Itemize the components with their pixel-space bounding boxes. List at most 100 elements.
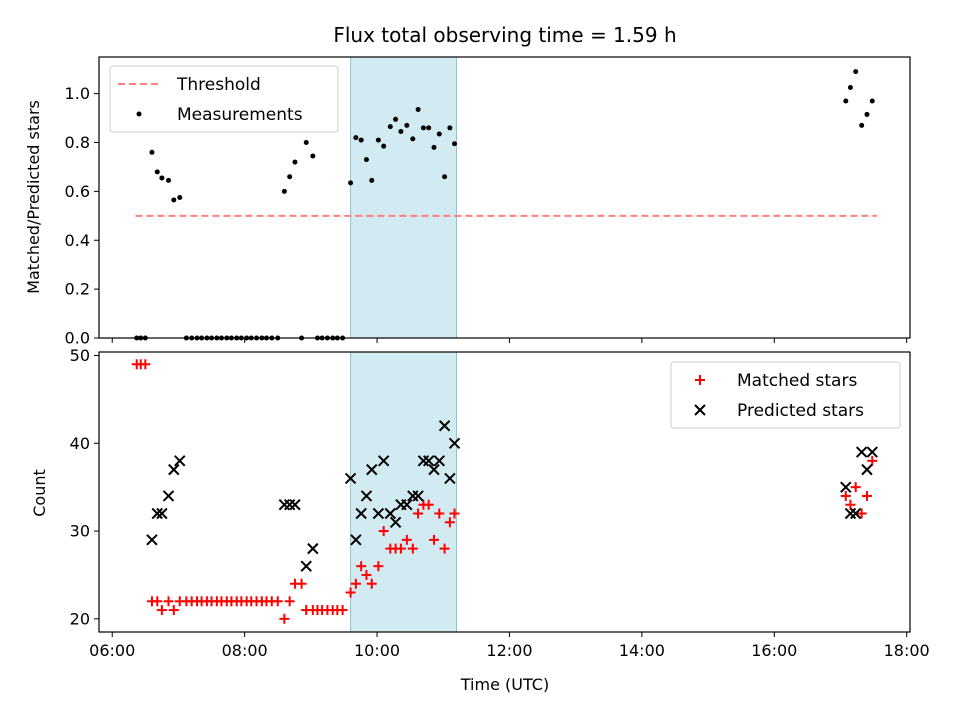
top-x-ticks <box>111 338 908 343</box>
predicted-star-point <box>307 542 319 555</box>
predicted-marker-b <box>448 437 461 449</box>
top-y-ticks: 0.0 0.2 0.4 0.6 0.8 1.0 <box>65 84 99 348</box>
predicted-marker-b <box>401 499 413 511</box>
legend-matched-swatch <box>695 375 705 385</box>
matched-star-point <box>407 543 418 554</box>
predicted-star-point <box>366 463 378 476</box>
measurement-point <box>166 177 172 183</box>
predicted-star-point <box>377 455 390 467</box>
legend-measurements-swatch <box>136 111 142 117</box>
measurement-point <box>171 197 177 203</box>
y-tick-label: 30 <box>70 522 90 541</box>
matched-star-point <box>168 605 179 616</box>
predicted-marker-b <box>355 507 367 520</box>
top-legend-box <box>109 65 339 133</box>
legend-matched-label: Matched stars <box>737 371 857 391</box>
matched-star-point <box>867 455 878 466</box>
measurement-point <box>353 135 359 141</box>
matched-star-point <box>272 596 283 607</box>
predicted-marker-b <box>412 490 424 502</box>
measurement-point <box>859 122 865 128</box>
x-tick-label: 12:00 <box>486 641 532 660</box>
predicted-star-point <box>360 490 373 502</box>
predicted-star-point <box>384 507 397 520</box>
measurement-point <box>375 137 381 143</box>
measurement-point <box>410 136 416 142</box>
matched-star-point <box>449 508 460 519</box>
predicted-star-point <box>401 499 413 511</box>
predicted-star-point <box>289 499 301 511</box>
y-tick-label: 0.2 <box>65 280 90 299</box>
predicted-marker-b <box>307 542 319 555</box>
matched-star-point <box>296 578 307 589</box>
predicted-star-point <box>866 446 878 458</box>
matched-star-point <box>279 613 290 624</box>
x-tick-label: 18:00 <box>884 641 930 660</box>
predicted-marker-b <box>156 507 168 520</box>
measurement-point <box>436 131 442 137</box>
predicted-star-point <box>844 507 857 520</box>
measurement-point <box>864 111 870 117</box>
y-tick-label: 1.0 <box>65 84 90 103</box>
predicted-marker-b <box>840 481 852 493</box>
matched-star-point <box>439 543 450 554</box>
predicted-star-point <box>448 437 461 449</box>
predicted-star-point <box>174 455 186 467</box>
predicted-marker-b <box>866 446 878 458</box>
predicted-marker-b <box>389 516 402 528</box>
y-tick-label: 0.4 <box>65 231 90 250</box>
x-tick-label: 10:00 <box>354 641 400 660</box>
predicted-marker-b <box>384 507 397 520</box>
measurement-point <box>159 175 165 181</box>
measurement-point <box>303 140 309 146</box>
predicted-marker-b <box>289 499 301 511</box>
bottom-y-axis-label: Count <box>30 469 49 517</box>
matched-star-point <box>373 561 384 572</box>
predicted-star-point <box>438 420 451 432</box>
matched-star-point <box>395 543 406 554</box>
predicted-star-point <box>428 463 440 476</box>
predicted-marker-b <box>168 463 180 476</box>
matched-star-point <box>163 596 174 607</box>
bottom-panel: 20 30 40 50 06:00 08:00 10:00 12:00 14:00 16:00 1… <box>30 346 930 694</box>
measurement-point <box>426 125 432 131</box>
y-tick-label: 20 <box>70 609 90 628</box>
predicted-marker-b <box>850 507 862 520</box>
y-tick-label: 0.8 <box>65 133 90 152</box>
matched-star-point <box>444 517 455 528</box>
bottom-plot-area <box>131 351 878 633</box>
predicted-marker-b <box>377 455 390 467</box>
measurement-point <box>420 125 426 131</box>
top-panel: Flux total observing time = 1.59 h 0.00.… <box>24 23 911 348</box>
highlight-span <box>350 56 458 339</box>
matched-star-point <box>140 359 151 370</box>
matched-star-point <box>350 578 361 589</box>
predicted-star-point <box>355 507 367 520</box>
bottom-axes-frame <box>98 351 911 633</box>
measurement-point <box>358 137 364 143</box>
matched-star-point <box>401 534 412 545</box>
measurement-point <box>447 125 453 131</box>
predicted-star-point <box>372 507 385 520</box>
predicted-marker-b <box>438 420 451 432</box>
measurement-point <box>404 122 410 128</box>
predicted-marker-b <box>146 534 158 546</box>
measurement-point <box>415 107 421 113</box>
predicted-star-point <box>146 534 158 546</box>
predicted-star-point <box>444 472 456 485</box>
bottom-y-ticks: 20 30 40 50 <box>70 346 99 628</box>
predicted-marker-b <box>162 490 175 502</box>
predicted-star-point <box>412 490 424 502</box>
measurement-point <box>452 141 458 147</box>
measurement-point <box>369 177 375 183</box>
matched-star-point <box>361 569 372 580</box>
predicted-star-point <box>278 499 291 511</box>
top-y-axis-label: Matched/Predicted stars <box>24 100 43 294</box>
x-tick-label: 08:00 <box>222 641 268 660</box>
legend-measurements-label: Measurements <box>177 105 303 125</box>
legend-predicted-swatch <box>694 404 706 416</box>
legend-predicted-label: Predicted stars <box>737 401 864 421</box>
matched-star-point <box>356 561 367 572</box>
top-axes-frame <box>98 56 911 339</box>
measurement-point <box>310 153 316 159</box>
